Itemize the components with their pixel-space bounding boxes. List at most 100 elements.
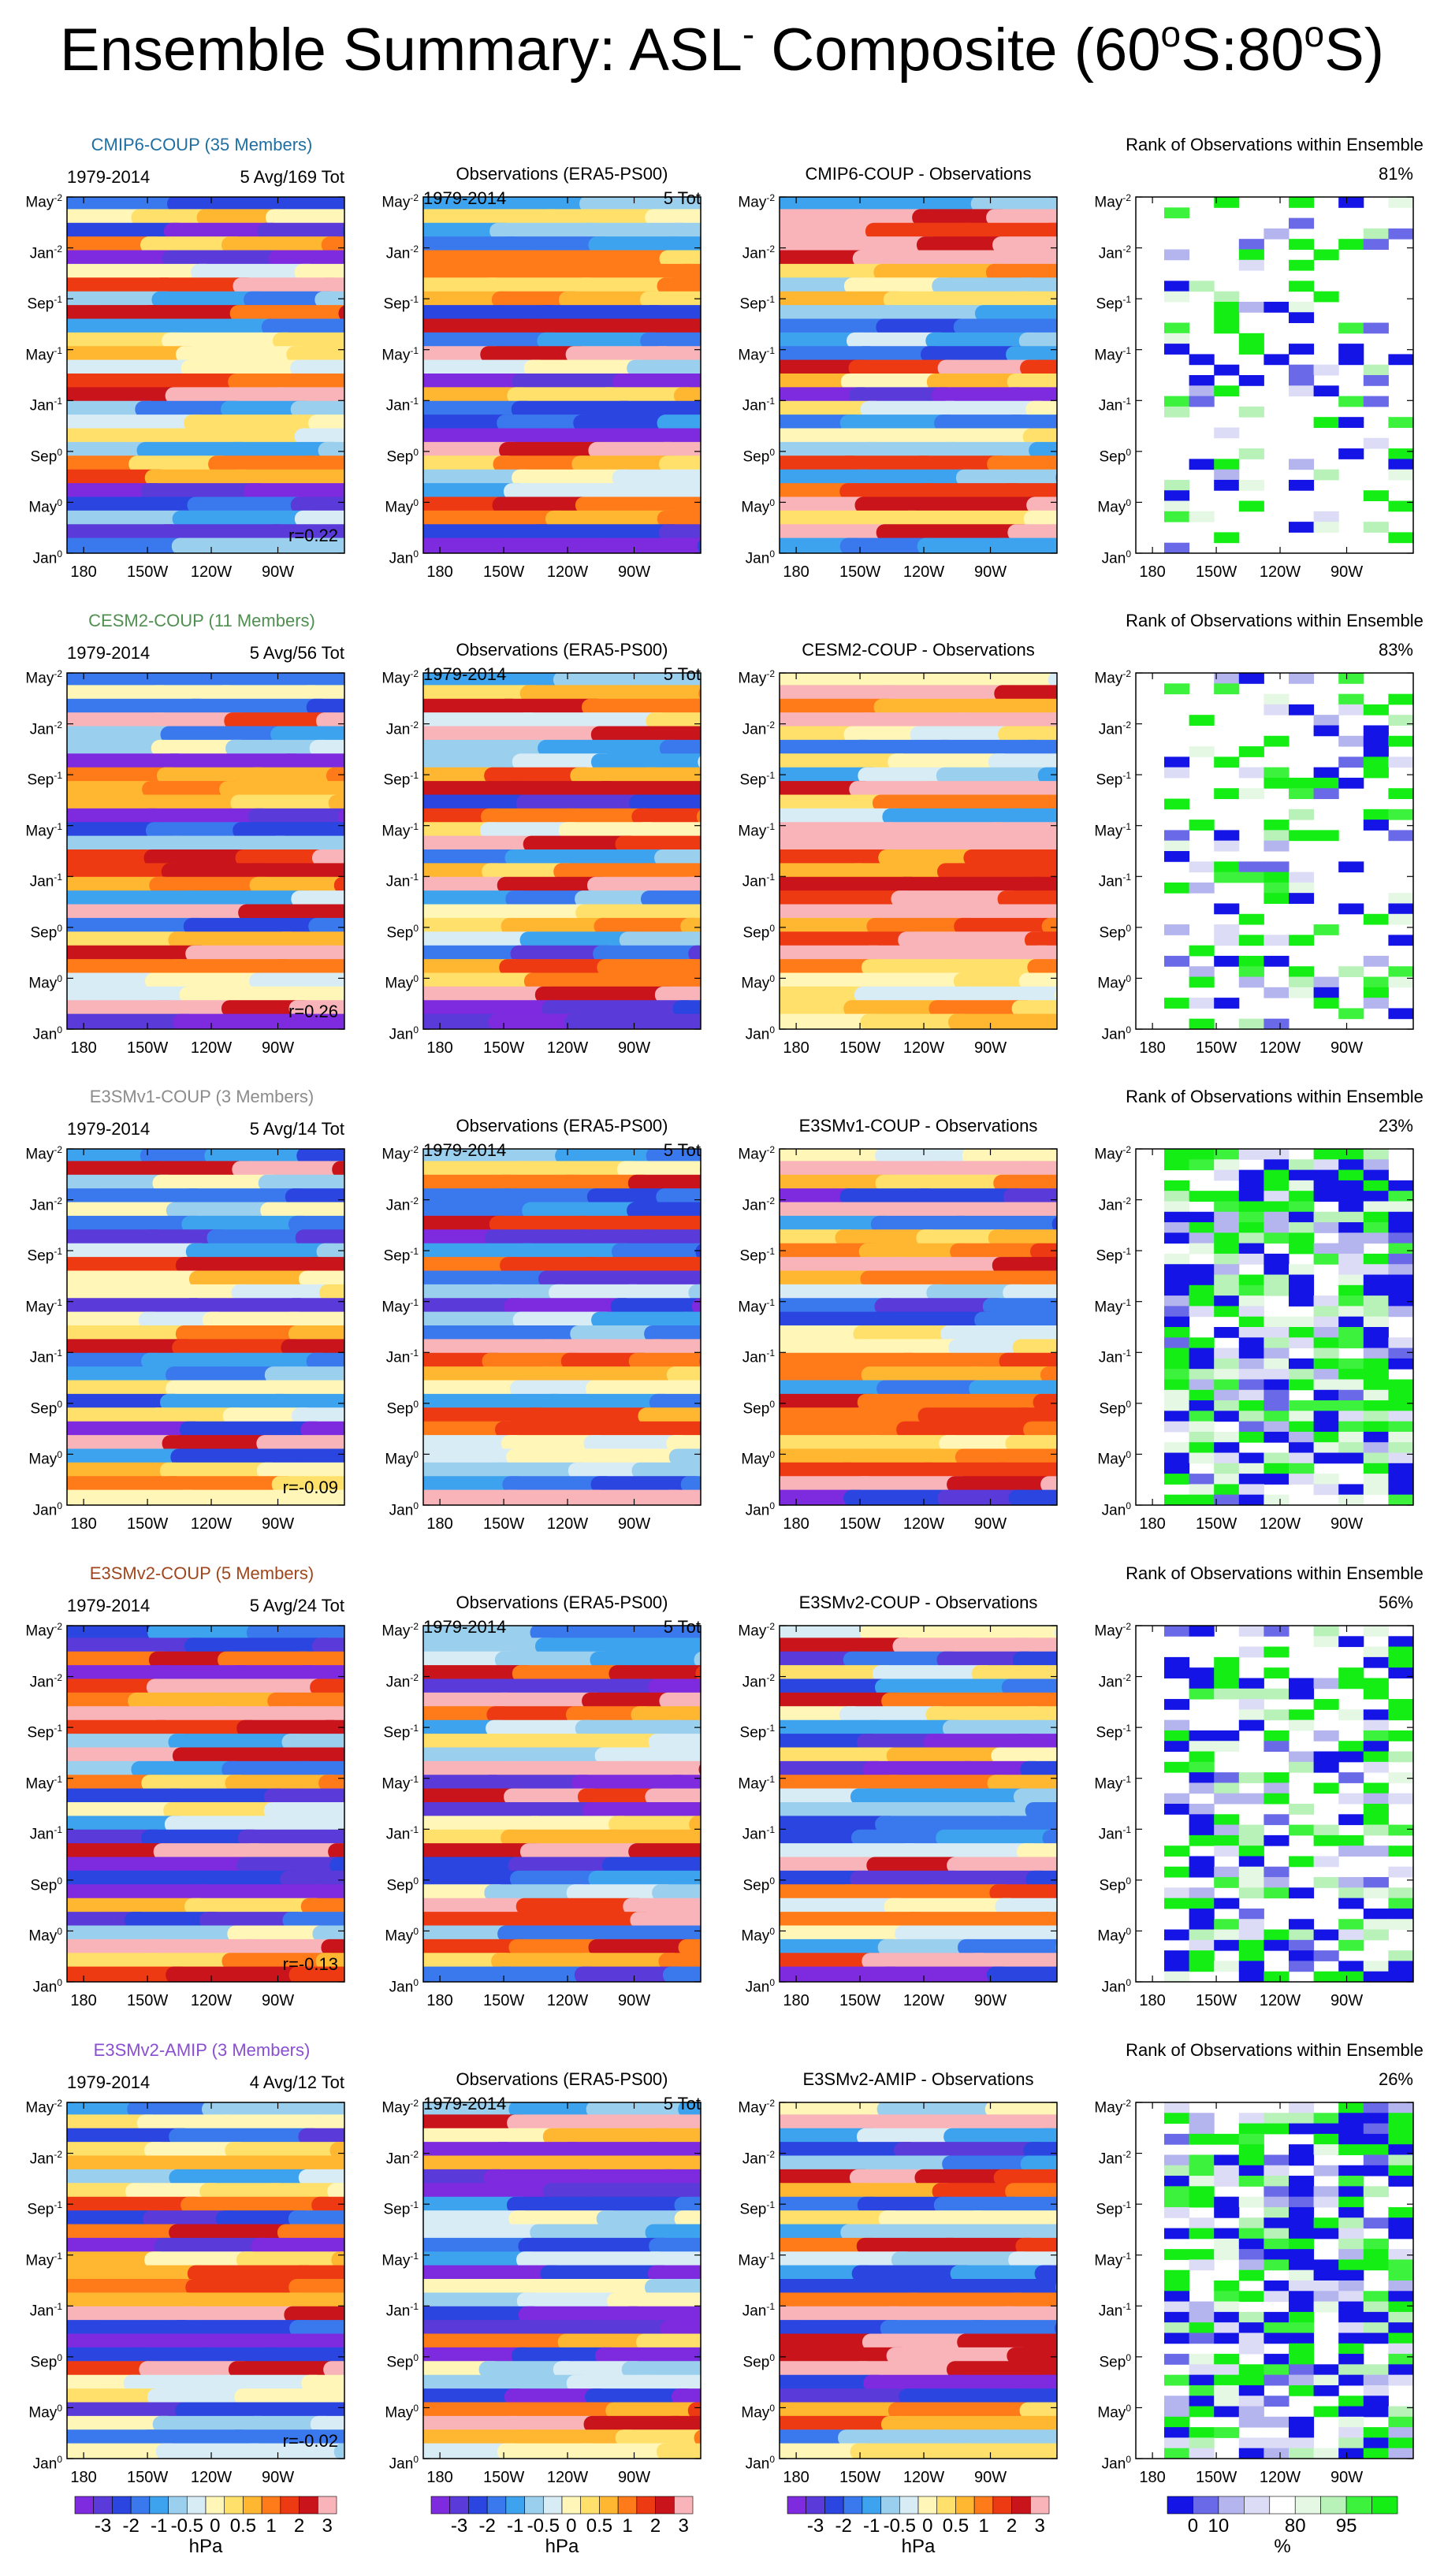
y-tick-label: Jan0 <box>746 2448 775 2475</box>
heatmap-cell <box>67 1188 205 1206</box>
heatmap-cell <box>423 209 563 226</box>
heatmap <box>423 197 701 553</box>
heatmap-cell <box>923 1734 1036 1751</box>
y-tick-label: May0 <box>385 1920 419 1947</box>
rank-cell <box>1164 1730 1190 1741</box>
heatmap-cell <box>231 1284 344 1302</box>
y-tick-label: Sep0 <box>1100 441 1132 468</box>
rank-cell <box>1289 2269 1315 2281</box>
heatmap-cell <box>507 2114 638 2132</box>
y-tick-sup: 0 <box>413 1875 419 1886</box>
rank-cell <box>1264 2206 1290 2218</box>
heatmap-cell <box>307 2333 344 2351</box>
y-tick-base: Sep <box>30 1400 58 1418</box>
x-tick-label: 180 <box>426 1515 453 1533</box>
rank-cell <box>1164 396 1190 407</box>
rank-cell <box>1338 1295 1364 1307</box>
heatmap-cell <box>780 959 885 976</box>
y-tick-base: Sep <box>1096 1724 1123 1741</box>
heatmap-cell <box>861 959 968 976</box>
rank-cell <box>1189 2364 1215 2376</box>
rank-cell <box>1313 2301 1339 2313</box>
y-tick-base: Jan <box>1098 397 1123 414</box>
heatmap-cell <box>67 291 176 309</box>
x-tick-label: 90W <box>617 563 651 581</box>
heatmap-cell <box>851 2265 974 2282</box>
x-tick-label: 180 <box>426 1992 453 2009</box>
rank-cell <box>1264 1452 1290 1464</box>
heatmap-cell <box>1038 250 1057 267</box>
rank-cell <box>1313 1400 1339 1411</box>
y-tick-base: Jan <box>1101 1979 1126 1996</box>
heatmap-cell <box>224 712 341 730</box>
heatmap-cell <box>843 277 956 295</box>
heatmap-cell <box>936 1651 1036 1669</box>
heatmap-cell <box>999 1352 1057 1370</box>
heatmap-cell <box>991 1747 1057 1764</box>
heatmap-cell <box>566 2374 658 2392</box>
heatmap-cell <box>67 414 208 432</box>
rank-cell <box>1388 966 1414 978</box>
heatmap-cell <box>67 2128 193 2146</box>
y-tick-base: May <box>1094 2252 1123 2269</box>
heatmap-cell <box>683 698 701 716</box>
y-tick-base: May <box>1094 1623 1123 1640</box>
heatmap-cell <box>652 1637 701 1655</box>
rank-cell <box>1338 2238 1364 2250</box>
rank-cell <box>1289 1452 1315 1464</box>
heatmap-cell <box>780 2443 874 2459</box>
rank-cell <box>1238 2311 1264 2323</box>
y-tick-base: Sep <box>739 1724 767 1741</box>
rank-cell <box>1164 1358 1190 1370</box>
heatmap-cell <box>67 1339 196 1356</box>
rank-cell <box>1264 1264 1290 1276</box>
rank-cell <box>1388 808 1414 820</box>
rank-cell <box>1313 1730 1339 1741</box>
rank-cell <box>1214 479 1240 491</box>
y-tick-sup: -2 <box>1122 1671 1131 1683</box>
heatmap-cell <box>167 959 294 976</box>
heatmap-cell <box>993 1816 1057 1833</box>
heatmap-cell <box>295 1229 344 1247</box>
heatmap-cell <box>780 1775 906 1792</box>
rank-cell <box>1313 1751 1339 1763</box>
heatmap-cell <box>570 767 664 785</box>
heatmap-cell <box>1022 1448 1057 1466</box>
heatmap-cell <box>937 2237 1040 2255</box>
y-tick-sup: -1 <box>54 872 62 883</box>
heatmap-cell <box>1023 2142 1057 2159</box>
y-tick-sup: 0 <box>769 973 775 985</box>
heatmap-cell <box>875 1149 986 1165</box>
y-tick-sup: 0 <box>413 1926 419 1938</box>
heatmap-cell <box>282 1912 344 1929</box>
rank-cell <box>1238 1306 1264 1318</box>
y-tick-sup: -1 <box>54 396 62 407</box>
heatmap-cell <box>873 263 1010 281</box>
rank-cell <box>1164 1316 1190 1328</box>
rank-cell <box>1289 301 1315 313</box>
rank-cell <box>1338 1337 1364 1349</box>
rank-cell <box>1214 1656 1240 1668</box>
heatmap-cell <box>423 537 520 553</box>
heatmap-cell <box>698 2295 701 2307</box>
heatmap-cell <box>67 236 165 254</box>
rank-cell <box>1289 830 1315 842</box>
heatmap-cell <box>338 305 344 322</box>
heatmap-cell <box>67 1161 169 1178</box>
heatmap-cell <box>190 1884 329 1901</box>
heatmap-cell <box>649 2128 701 2146</box>
rank-cell <box>1238 1201 1264 1213</box>
heatmap-cell <box>876 318 977 336</box>
y-tick-label: Jan-2 <box>1099 2143 1131 2170</box>
y-tick-label: May-2 <box>381 2092 419 2119</box>
colorbar-box <box>524 2496 544 2515</box>
rank-cell <box>1164 1232 1190 1244</box>
rank-cell <box>1363 2238 1389 2250</box>
heatmap-cell <box>310 2415 344 2433</box>
heatmap-cell <box>284 1013 344 1029</box>
heatmap-cell <box>780 1760 887 1779</box>
heatmap-cell <box>166 1966 313 1982</box>
y-tick-label: May-2 <box>25 1615 62 1642</box>
plot-frame <box>1135 196 1414 554</box>
rank-cell <box>1189 1358 1215 1370</box>
